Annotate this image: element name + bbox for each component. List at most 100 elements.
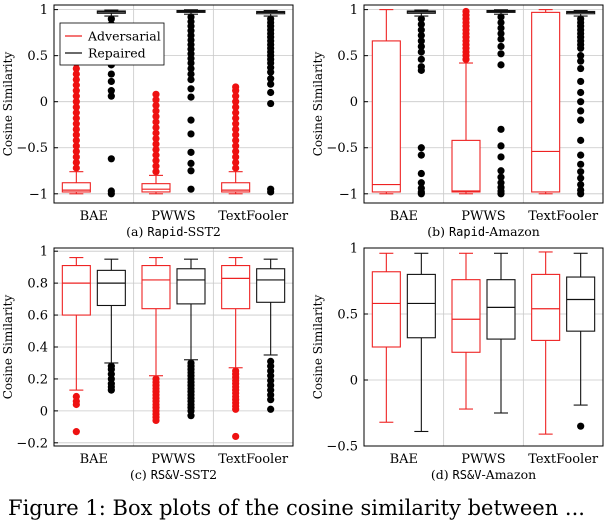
box-adversarial-pwws xyxy=(451,7,481,195)
outlier-point xyxy=(577,57,585,65)
caption-suffix: -Amazon xyxy=(481,467,536,482)
outlier-point xyxy=(152,107,160,115)
outlier-point xyxy=(497,18,505,27)
outlier-point xyxy=(267,188,275,196)
caption-suffix: -SST2 xyxy=(180,467,217,482)
outlier-point xyxy=(497,35,505,43)
outlier-point xyxy=(577,168,585,176)
outlier-point xyxy=(417,66,425,74)
outlier-point xyxy=(187,75,195,84)
x-tick-label: BAE xyxy=(390,452,418,467)
box-iqr xyxy=(256,268,286,303)
box-iqr xyxy=(451,279,481,353)
box-adversarial-bae xyxy=(371,9,401,195)
outlier-point xyxy=(462,7,470,16)
outlier-point xyxy=(72,75,80,84)
outlier-point xyxy=(577,136,585,144)
outlier-point xyxy=(107,155,115,163)
x-tick-label: PWWS xyxy=(151,209,195,224)
y-tick-label: 1 xyxy=(40,245,48,260)
y-tick-label: 1 xyxy=(40,3,48,18)
y-tick-label: −0.5 xyxy=(16,141,48,156)
outlier-point xyxy=(72,136,80,144)
outlier-point xyxy=(417,15,425,23)
outlier-point xyxy=(187,167,195,175)
outlier-point xyxy=(232,158,240,167)
outlier-point xyxy=(72,120,80,128)
x-tick-label: BAE xyxy=(80,209,108,224)
outlier-point xyxy=(232,120,240,128)
y-tick-label: −1 xyxy=(339,187,358,202)
y-axis-label: Cosine Similarity xyxy=(1,52,15,157)
legend-box xyxy=(59,22,165,66)
outlier-point xyxy=(232,136,240,144)
outlier-point xyxy=(577,116,585,124)
y-tick-label: 0 xyxy=(350,374,358,389)
outlier-point xyxy=(417,31,425,39)
outlier-point xyxy=(497,61,505,69)
outlier-point xyxy=(152,140,160,148)
box-iqr xyxy=(486,279,516,340)
outlier-point xyxy=(152,123,160,132)
outlier-point xyxy=(232,103,240,111)
x-tick-label: TextFooler xyxy=(218,209,289,224)
y-axis-label: Cosine Similarity xyxy=(311,52,325,157)
outlier-point xyxy=(417,169,425,178)
y-tick-label: 0.4 xyxy=(27,341,48,356)
caption-dataset-mono: RS&V xyxy=(453,468,482,482)
outlier-point xyxy=(107,15,115,23)
outlier-point xyxy=(577,190,585,198)
outlier-point xyxy=(152,96,160,104)
box-iqr xyxy=(531,273,561,341)
outlier-point xyxy=(232,98,240,106)
box-repaired-pwws xyxy=(486,9,516,198)
outlier-point xyxy=(187,148,195,156)
outlier-point xyxy=(152,145,160,154)
outlier-point xyxy=(152,101,160,109)
caption-suffix: -SST2 xyxy=(183,224,220,239)
caption-prefix: (d) xyxy=(431,467,453,482)
box-adversarial-textfooler xyxy=(221,257,251,441)
panel-caption: (c) RS&V-SST2 xyxy=(130,467,217,482)
y-tick-label: 1 xyxy=(350,242,358,257)
legend-label: Repaired xyxy=(88,46,146,61)
outlier-point xyxy=(232,147,240,156)
y-tick-label: 1 xyxy=(350,3,358,18)
outlier-point xyxy=(417,179,425,187)
outlier-point xyxy=(187,130,195,138)
outlier-point xyxy=(187,64,195,73)
box-repaired-bae xyxy=(96,258,126,394)
outlier-point xyxy=(577,422,585,430)
outlier-point xyxy=(187,116,195,124)
outlier-point xyxy=(72,131,80,139)
y-axis-label: Cosine Similarity xyxy=(311,295,325,400)
outlier-point xyxy=(72,64,80,73)
outlier-point xyxy=(72,70,80,78)
y-tick-label: −0.5 xyxy=(326,440,358,455)
outlier-point xyxy=(577,77,585,86)
panel-caption: (d) RS&V-Amazon xyxy=(431,467,536,482)
caption-prefix: (b) xyxy=(427,224,449,239)
outlier-point xyxy=(72,109,80,117)
y-tick-label: −1 xyxy=(29,187,48,202)
panel-b: −1 −0.5 0 0.5 1 BAE PWWS TextFooler Cosine Simil… xyxy=(311,3,604,239)
outlier-point xyxy=(107,87,115,95)
box-adversarial-bae xyxy=(61,257,91,436)
caption-dataset-mono: Rapid xyxy=(147,225,183,239)
outlier-point xyxy=(232,164,240,172)
outlier-point xyxy=(497,153,505,161)
outlier-point xyxy=(72,103,80,111)
axes-frame xyxy=(363,4,604,204)
box-adversarial-textfooler xyxy=(531,9,561,195)
box-iqr xyxy=(176,268,206,305)
outlier-point xyxy=(72,142,80,150)
figure-caption: Figure 1: Box plots of the cosine simila… xyxy=(8,496,585,520)
x-tick-label: TextFooler xyxy=(218,452,289,467)
outlier-point xyxy=(232,83,240,91)
outlier-point xyxy=(497,125,505,133)
outlier-point xyxy=(577,64,585,73)
box-repaired-textfooler xyxy=(256,9,286,196)
outlier-point xyxy=(72,153,80,161)
panel-caption: (b) Rapid-Amazon xyxy=(427,224,540,239)
outlier-point xyxy=(577,107,585,115)
